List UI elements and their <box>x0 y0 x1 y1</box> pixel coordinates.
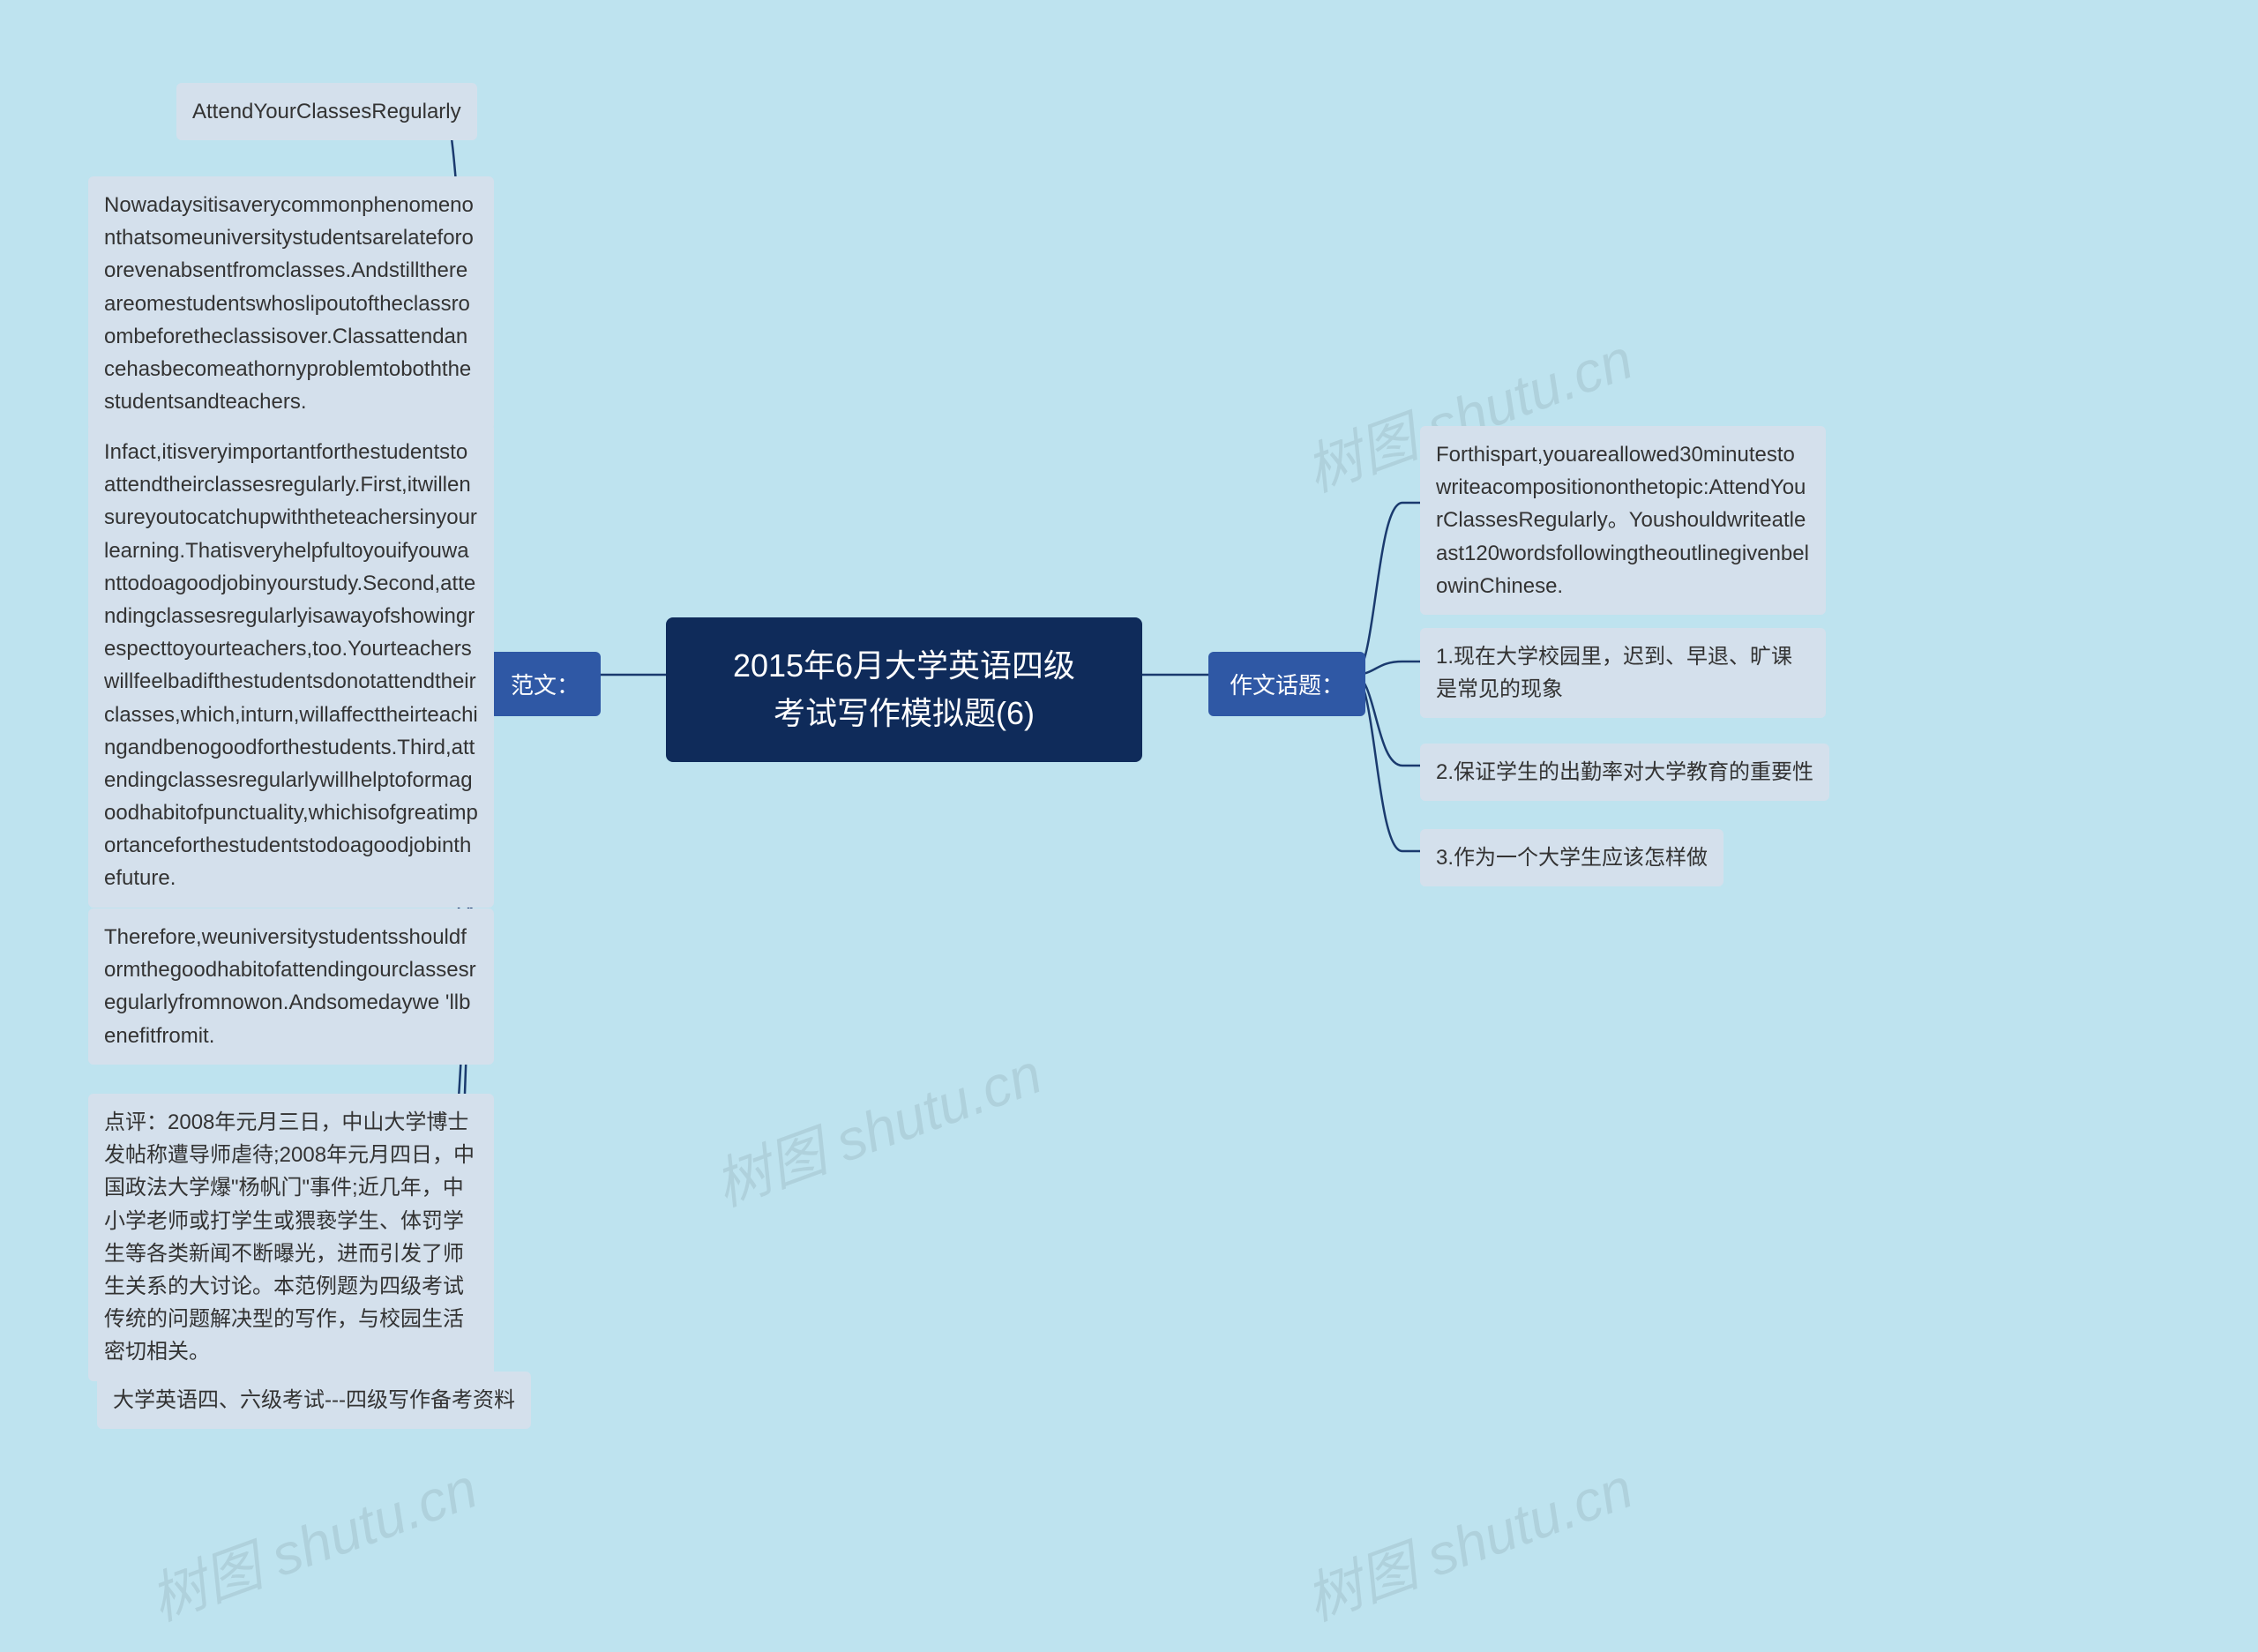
left-leaf-5[interactable]: 大学英语四、六级考试---四级写作备考资料 <box>97 1372 531 1429</box>
watermark: 树图 shutu.cn <box>702 1028 1051 1222</box>
left-leaf-2[interactable]: Infact,itisveryimportantforthestudentsto… <box>88 423 494 908</box>
mindmap-root: 树图 shutu.cn 树图 shutu.cn 树图 shutu.cn 树图 s… <box>0 0 2258 1652</box>
left-leaf-3[interactable]: Therefore,weuniversitystudentsshouldform… <box>88 908 494 1065</box>
branch-right[interactable]: 作文话题： <box>1208 652 1365 716</box>
right-leaf-1[interactable]: 1.现在大学校园里，迟到、早退、旷课是常见的现象 <box>1420 628 1826 718</box>
left-leaf-0[interactable]: AttendYourClassesRegularly <box>176 83 477 140</box>
watermark: 树图 shutu.cn <box>1293 1443 1642 1636</box>
branch-left[interactable]: 范文： <box>490 652 601 716</box>
watermark: 树图 shutu.cn <box>138 1443 487 1636</box>
right-leaf-0[interactable]: Forthispart,youareallowed30minutestowrit… <box>1420 426 1826 615</box>
left-leaf-4[interactable]: 点评：2008年元月三日，中山大学博士发帖称遭导师虐待;2008年元月四日，中国… <box>88 1094 494 1381</box>
left-leaf-1[interactable]: Nowadaysitisaverycommonphenomenonthatsom… <box>88 176 494 430</box>
right-leaf-2[interactable]: 2.保证学生的出勤率对大学教育的重要性 <box>1420 744 1829 801</box>
center-line2: 考试写作模拟题(6) <box>694 690 1114 737</box>
center-line1: 2015年6月大学英语四级 <box>694 642 1114 690</box>
right-leaf-3[interactable]: 3.作为一个大学生应该怎样做 <box>1420 829 1723 886</box>
center-topic[interactable]: 2015年6月大学英语四级 考试写作模拟题(6) <box>666 617 1142 762</box>
